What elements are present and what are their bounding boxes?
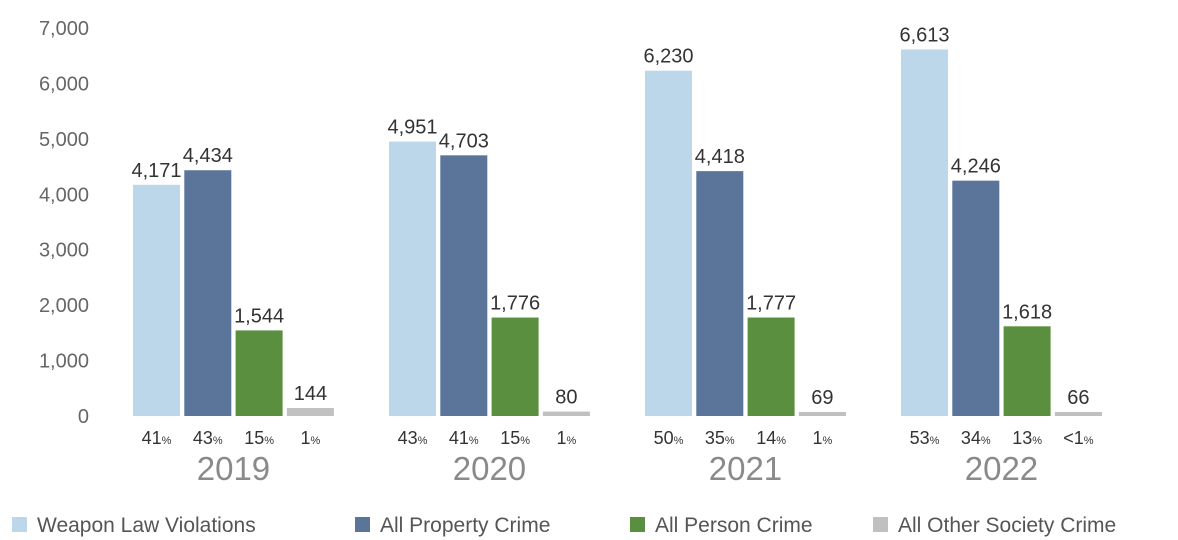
value-labels: 4,171 41% 4,434 43% 1,544 15% 144 1% 4,951 43% 4,7… — [131, 24, 1093, 448]
share-label: 1% — [301, 428, 321, 448]
bars — [133, 49, 1102, 417]
x-tick-label: 2020 — [453, 450, 526, 487]
data-label: 4,246 — [951, 156, 1001, 178]
x-tick-label: 2022 — [965, 450, 1038, 487]
data-label: 4,951 — [387, 117, 437, 139]
y-tick-label: 1,000 — [39, 351, 89, 373]
data-label: 69 — [811, 387, 833, 409]
bar — [389, 141, 436, 417]
x-tick-label: 2019 — [197, 450, 270, 487]
bar — [286, 408, 334, 416]
data-label: 144 — [294, 383, 327, 405]
data-label: 80 — [555, 387, 577, 409]
data-label: 1,777 — [746, 293, 796, 315]
bar — [184, 170, 232, 416]
bar — [491, 317, 539, 416]
bar — [1003, 326, 1051, 416]
y-tick-label: 0 — [78, 406, 89, 428]
legend-swatch — [873, 517, 888, 532]
legend-label: Weapon Law Violations — [37, 514, 256, 537]
data-label: 1,544 — [234, 305, 284, 327]
share-label: 50% — [654, 428, 684, 448]
bar — [542, 411, 590, 416]
share-label: 41% — [142, 428, 172, 448]
bar — [133, 184, 180, 416]
bar — [901, 49, 948, 416]
y-tick-label: 2,000 — [39, 295, 89, 317]
bar — [440, 155, 488, 416]
y-tick-label: 3,000 — [39, 240, 89, 262]
share-label: 1% — [557, 428, 577, 448]
share-label: 41% — [449, 428, 479, 448]
data-label: 4,418 — [695, 146, 745, 168]
x-axis-categories: 2019 2020 2021 2022 — [197, 450, 1038, 487]
legend-swatch — [355, 517, 370, 532]
bar — [952, 180, 1000, 416]
data-label: 4,434 — [183, 145, 233, 167]
y-axis: 0 1,000 2,000 3,000 4,000 5,000 6,000 7,000 — [39, 18, 89, 428]
data-label: 4,703 — [439, 130, 489, 152]
data-label: 66 — [1067, 387, 1089, 409]
share-label: 53% — [910, 428, 940, 448]
legend-label: All Other Society Crime — [898, 514, 1116, 537]
bar — [1054, 412, 1102, 416]
data-label: 4,171 — [131, 160, 181, 182]
legend-label: All Property Crime — [380, 514, 550, 537]
bar — [696, 171, 744, 416]
y-tick-label: 5,000 — [39, 129, 89, 151]
y-tick-label: 4,000 — [39, 184, 89, 206]
share-label: 1% — [813, 428, 833, 448]
bar — [645, 70, 692, 417]
legend-swatch — [12, 517, 27, 532]
bar — [747, 317, 795, 416]
share-label: <1% — [1063, 428, 1094, 448]
y-tick-label: 6,000 — [39, 73, 89, 95]
share-label: 14% — [756, 428, 786, 448]
x-tick-label: 2021 — [709, 450, 782, 487]
share-label: 34% — [961, 428, 991, 448]
share-label: 15% — [244, 428, 274, 448]
legend: Weapon Law Violations All Property Crime A… — [12, 514, 1116, 537]
share-label: 43% — [398, 428, 428, 448]
bar — [798, 412, 846, 416]
share-label: 15% — [500, 428, 530, 448]
data-label: 1,618 — [1002, 301, 1052, 323]
y-tick-label: 7,000 — [39, 18, 89, 40]
legend-swatch — [630, 517, 645, 532]
data-label: 6,613 — [899, 24, 949, 46]
data-label: 6,230 — [643, 46, 693, 68]
share-label: 13% — [1012, 428, 1042, 448]
share-label: 43% — [193, 428, 223, 448]
legend-label: All Person Crime — [655, 514, 813, 537]
bar — [235, 330, 283, 416]
data-label: 1,776 — [490, 293, 540, 315]
share-label: 35% — [705, 428, 735, 448]
